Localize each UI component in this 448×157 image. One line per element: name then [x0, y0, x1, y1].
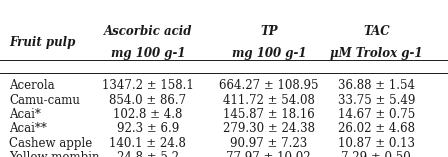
Text: 36.88 ± 1.54: 36.88 ± 1.54 — [338, 79, 415, 92]
Text: Camu-camu: Camu-camu — [9, 94, 80, 106]
Text: Acai*: Acai* — [9, 108, 41, 121]
Text: 14.67 ± 0.75: 14.67 ± 0.75 — [338, 108, 415, 121]
Text: Acai**: Acai** — [9, 122, 47, 135]
Text: 664.27 ± 108.95: 664.27 ± 108.95 — [219, 79, 319, 92]
Text: 26.02 ± 4.68: 26.02 ± 4.68 — [338, 122, 415, 135]
Text: TAC: TAC — [363, 25, 390, 38]
Text: Yellow mombin: Yellow mombin — [9, 151, 99, 157]
Text: mg 100 g-1: mg 100 g-1 — [111, 47, 185, 60]
Text: μM Trolox g-1: μM Trolox g-1 — [330, 47, 422, 60]
Text: mg 100 g-1: mg 100 g-1 — [232, 47, 306, 60]
Text: 92.3 ± 6.9: 92.3 ± 6.9 — [117, 122, 179, 135]
Text: 77.97 ± 10.02: 77.97 ± 10.02 — [227, 151, 311, 157]
Text: 411.72 ± 54.08: 411.72 ± 54.08 — [223, 94, 315, 106]
Text: 854.0 ± 86.7: 854.0 ± 86.7 — [109, 94, 186, 106]
Text: 90.97 ± 7.23: 90.97 ± 7.23 — [230, 137, 307, 150]
Text: 7.29 ± 0.50: 7.29 ± 0.50 — [341, 151, 411, 157]
Text: Acerola: Acerola — [9, 79, 55, 92]
Text: Cashew apple: Cashew apple — [9, 137, 92, 150]
Text: Ascorbic acid: Ascorbic acid — [103, 25, 192, 38]
Text: 1347.2 ± 158.1: 1347.2 ± 158.1 — [102, 79, 194, 92]
Text: TP: TP — [260, 25, 278, 38]
Text: Fruit pulp: Fruit pulp — [9, 36, 75, 49]
Text: 140.1 ± 24.8: 140.1 ± 24.8 — [109, 137, 186, 150]
Text: 279.30 ± 24.38: 279.30 ± 24.38 — [223, 122, 315, 135]
Text: 33.75 ± 5.49: 33.75 ± 5.49 — [338, 94, 415, 106]
Text: 102.8 ± 4.8: 102.8 ± 4.8 — [113, 108, 182, 121]
Text: 10.87 ± 0.13: 10.87 ± 0.13 — [338, 137, 415, 150]
Text: 145.87 ± 18.16: 145.87 ± 18.16 — [223, 108, 314, 121]
Text: 24.8 ± 5.2: 24.8 ± 5.2 — [117, 151, 179, 157]
